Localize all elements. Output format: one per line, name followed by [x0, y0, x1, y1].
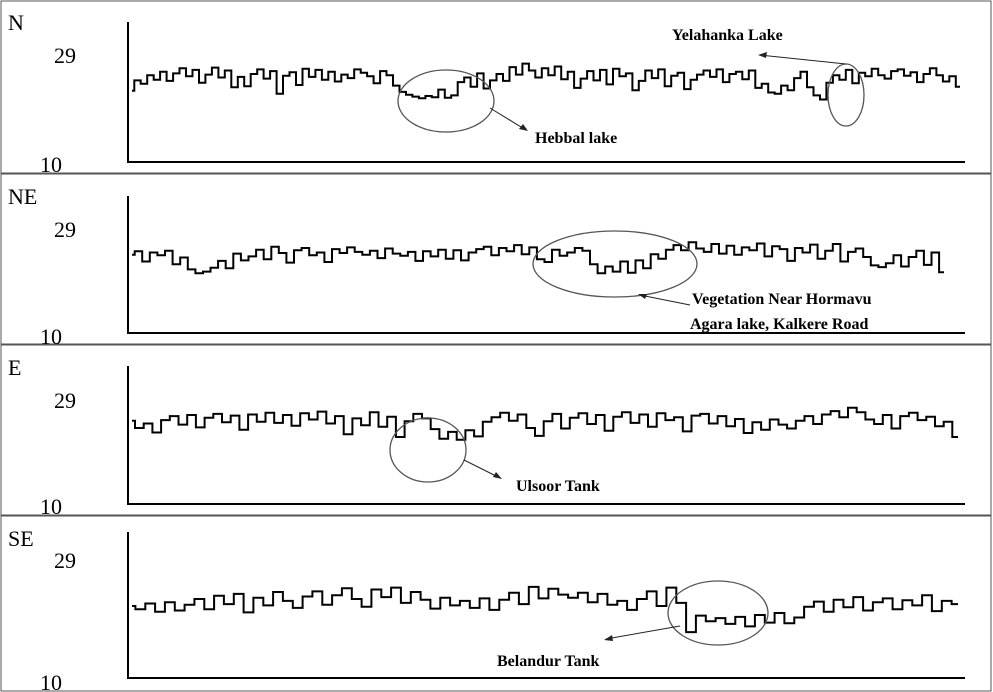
- panel-se: SE 29 10 Belandur Tank: [0, 515, 992, 692]
- panel-label: NE: [8, 184, 37, 209]
- annotation-arrow: [489, 107, 527, 131]
- panel-ne: NE 29 10 Vegetation Near Hormavu Agara l…: [0, 173, 992, 349]
- highlight-ellipse: [389, 417, 467, 483]
- panel-n: N 29 10 Hebbal lake Yelahanka Lake: [0, 0, 992, 177]
- annotation-hebbal-lake: Hebbal lake: [535, 130, 617, 147]
- highlight-ellipse: [397, 69, 495, 133]
- series-line: [132, 406, 958, 441]
- y-tick-max: 29: [54, 388, 76, 413]
- axis-lines: [127, 196, 965, 334]
- annotation-ulsoor-tank: Ulsoor Tank: [516, 478, 600, 495]
- axis-lines: [127, 366, 965, 505]
- arrow-head: [604, 635, 613, 641]
- y-tick-min: 10: [40, 494, 62, 519]
- annotation-arrow: [759, 54, 847, 65]
- annotation-arrow: [463, 459, 501, 479]
- panel-e: E 29 10 Ulsoor Tank: [0, 344, 992, 519]
- arrow-head: [493, 472, 502, 479]
- panel-frame: [0, 344, 992, 516]
- y-tick-max: 29: [54, 548, 76, 573]
- axis-lines: [127, 532, 965, 679]
- arrow-head: [638, 294, 647, 299]
- panel-frame: [0, 515, 992, 692]
- annotation-arrow: [605, 625, 681, 640]
- highlight-ellipse: [667, 580, 769, 646]
- panel-frame: [0, 0, 992, 174]
- series-line: [132, 585, 958, 634]
- panel-label: E: [8, 355, 21, 380]
- y-tick-min: 10: [40, 152, 62, 177]
- annotation-arrow: [639, 294, 691, 306]
- annotation-yelahanka-lake: Yelahanka Lake: [672, 27, 783, 44]
- highlight-ellipse: [532, 230, 698, 298]
- annotation-agara-lake: Agara lake, Kalkere Road: [690, 316, 868, 333]
- y-tick-max: 29: [54, 217, 76, 242]
- panel-label: SE: [8, 526, 34, 551]
- annotation-vegetation-near-hormavu: Vegetation Near Hormavu: [692, 291, 872, 308]
- series-line: [132, 62, 960, 101]
- y-tick-min: 10: [40, 670, 62, 692]
- arrow-head: [519, 124, 528, 131]
- arrow-head: [758, 52, 767, 58]
- axis-lines: [127, 22, 965, 163]
- panel-label: N: [8, 10, 24, 35]
- annotation-belandur-tank: Belandur Tank: [497, 653, 600, 670]
- y-tick-max: 29: [54, 43, 76, 68]
- y-tick-min: 10: [40, 324, 62, 349]
